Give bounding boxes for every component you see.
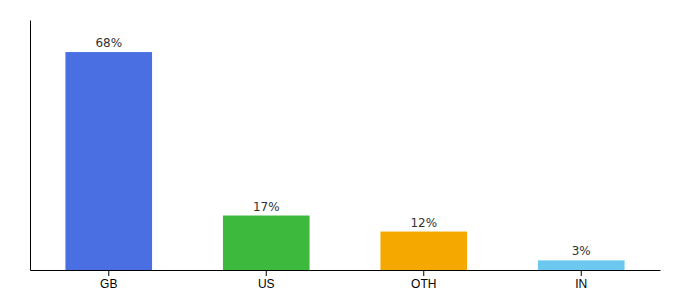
data-labels: 68% 17% 12% 3% [95, 36, 590, 258]
bar [65, 52, 152, 270]
chart: GB US OTH IN 68% 17% 12% 3% [0, 0, 680, 300]
y-axis-line [30, 21, 31, 271]
bars [65, 52, 624, 270]
x-tick: US [258, 270, 275, 291]
x-tick-label: US [258, 277, 275, 291]
data-label: 3% [572, 244, 591, 258]
x-tick-mark [423, 270, 424, 276]
x-tick: GB [100, 270, 117, 291]
x-axis-line [31, 270, 661, 271]
x-tick-mark [108, 270, 109, 276]
x-tick-label: GB [100, 277, 117, 291]
bar [223, 216, 310, 270]
x-tick-mark [266, 270, 267, 276]
x-axis: GB US OTH IN [31, 270, 661, 291]
x-tick: IN [575, 270, 587, 291]
data-label: 12% [410, 216, 437, 230]
x-tick: OTH [411, 270, 436, 291]
y-axis [30, 21, 31, 271]
data-label: 68% [95, 36, 122, 50]
data-label: 17% [253, 200, 280, 214]
x-tick-label: OTH [411, 277, 436, 291]
plot: GB US OTH IN 68% 17% 12% 3% [31, 21, 661, 291]
x-tick-label: IN [575, 277, 587, 291]
bar [538, 260, 625, 270]
bar [380, 232, 467, 270]
x-tick-mark [581, 270, 582, 276]
